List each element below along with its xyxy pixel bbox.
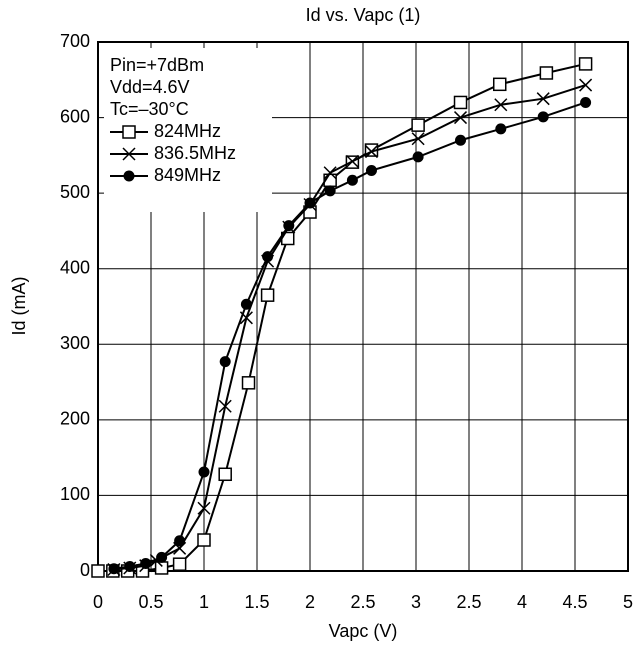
x-tick-label: 3 bbox=[411, 592, 421, 612]
annotation: Pin=+7dBm bbox=[110, 55, 204, 75]
marker bbox=[494, 98, 508, 112]
marker bbox=[124, 560, 136, 572]
marker bbox=[218, 467, 232, 482]
x-tick-label: 2 bbox=[305, 592, 315, 612]
marker bbox=[140, 557, 152, 569]
marker bbox=[578, 57, 593, 71]
marker bbox=[262, 251, 274, 263]
legend-label: 849MHz bbox=[154, 165, 221, 185]
marker bbox=[455, 134, 467, 146]
y-tick-label: 700 bbox=[60, 31, 90, 51]
marker bbox=[539, 66, 554, 80]
marker bbox=[197, 501, 211, 515]
marker bbox=[364, 145, 379, 159]
marker bbox=[536, 92, 550, 106]
x-tick-label: 2.5 bbox=[456, 592, 481, 612]
legend-label: 824MHz bbox=[154, 121, 221, 141]
marker bbox=[122, 125, 136, 139]
y-tick-label: 0 bbox=[80, 560, 90, 580]
y-tick-label: 200 bbox=[60, 409, 90, 429]
marker bbox=[240, 298, 252, 310]
y-tick-label: 400 bbox=[60, 257, 90, 277]
marker bbox=[492, 77, 507, 92]
x-tick-label: 4 bbox=[517, 592, 527, 612]
marker bbox=[365, 164, 377, 176]
x-tick-label: 4.5 bbox=[562, 592, 587, 612]
marker bbox=[123, 170, 135, 182]
y-tick-label: 100 bbox=[60, 484, 90, 504]
annotation: Tc=–30°C bbox=[110, 99, 189, 119]
marker bbox=[174, 535, 186, 547]
marker bbox=[197, 533, 211, 547]
marker bbox=[283, 220, 295, 232]
x-axis-label: Vapc (V) bbox=[329, 621, 398, 641]
y-tick-label: 300 bbox=[60, 333, 90, 353]
y-axis-label: Id (mA) bbox=[9, 276, 29, 335]
x-tick-label: 1.5 bbox=[244, 592, 269, 612]
marker bbox=[304, 197, 316, 209]
legend-label: 836.5MHz bbox=[154, 143, 236, 163]
marker bbox=[453, 111, 468, 125]
x-tick-label: 2.5 bbox=[350, 592, 375, 612]
marker bbox=[241, 376, 256, 390]
x-tick-label: 5 bbox=[623, 592, 633, 612]
marker bbox=[122, 147, 136, 161]
marker bbox=[537, 111, 549, 123]
marker bbox=[154, 561, 169, 575]
plot-frame bbox=[97, 41, 629, 572]
marker bbox=[260, 288, 275, 302]
marker bbox=[580, 96, 592, 108]
marker bbox=[323, 166, 337, 180]
y-tick-label: 500 bbox=[60, 182, 90, 202]
marker bbox=[91, 564, 105, 578]
marker bbox=[453, 95, 468, 110]
marker bbox=[219, 356, 231, 368]
annotation: Vdd=4.6V bbox=[110, 77, 190, 97]
marker bbox=[579, 78, 593, 92]
marker bbox=[412, 151, 424, 163]
y-tick-label: 600 bbox=[60, 106, 90, 126]
marker bbox=[108, 563, 120, 575]
marker bbox=[345, 154, 359, 168]
x-tick-label: 0 bbox=[93, 592, 103, 612]
marker bbox=[156, 551, 168, 563]
chart-title: Id vs. Vapc (1) bbox=[306, 5, 421, 25]
marker bbox=[172, 557, 187, 571]
marker bbox=[198, 466, 210, 478]
x-tick-label: 1 bbox=[199, 592, 209, 612]
marker bbox=[411, 132, 425, 146]
marker bbox=[218, 399, 232, 413]
x-tick-label: 0.5 bbox=[138, 592, 163, 612]
marker bbox=[346, 174, 358, 186]
marker bbox=[411, 118, 425, 132]
marker bbox=[324, 185, 336, 197]
marker bbox=[495, 123, 507, 135]
